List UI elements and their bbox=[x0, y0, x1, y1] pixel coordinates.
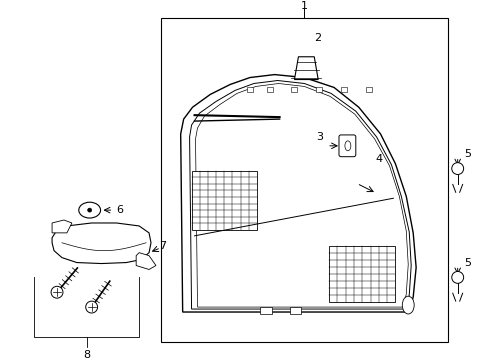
Text: 2: 2 bbox=[313, 33, 320, 43]
Bar bbox=[340, 87, 346, 93]
Bar bbox=[316, 87, 322, 93]
Text: 3: 3 bbox=[315, 132, 322, 142]
Text: 5: 5 bbox=[463, 257, 470, 267]
Circle shape bbox=[85, 301, 98, 313]
Circle shape bbox=[87, 208, 91, 212]
Bar bbox=[161, 18, 447, 342]
Bar bbox=[328, 246, 395, 302]
Bar bbox=[191, 171, 256, 230]
Bar bbox=[259, 307, 271, 314]
Ellipse shape bbox=[79, 202, 101, 218]
Text: 6: 6 bbox=[116, 205, 122, 215]
Bar bbox=[365, 87, 371, 93]
Polygon shape bbox=[52, 223, 151, 264]
Bar bbox=[246, 87, 252, 93]
Bar bbox=[291, 87, 297, 93]
Polygon shape bbox=[294, 57, 318, 80]
Polygon shape bbox=[181, 75, 415, 312]
Bar bbox=[266, 87, 272, 93]
Circle shape bbox=[451, 271, 463, 283]
Text: 1: 1 bbox=[300, 1, 307, 11]
Polygon shape bbox=[136, 253, 156, 270]
Circle shape bbox=[451, 163, 463, 175]
FancyBboxPatch shape bbox=[338, 135, 355, 157]
Bar bbox=[289, 307, 301, 314]
Text: 8: 8 bbox=[83, 350, 90, 360]
Text: 4: 4 bbox=[374, 154, 381, 164]
Polygon shape bbox=[52, 220, 72, 233]
Ellipse shape bbox=[402, 296, 413, 314]
Circle shape bbox=[51, 286, 63, 298]
Text: 5: 5 bbox=[463, 149, 470, 159]
Text: 7: 7 bbox=[159, 241, 166, 251]
